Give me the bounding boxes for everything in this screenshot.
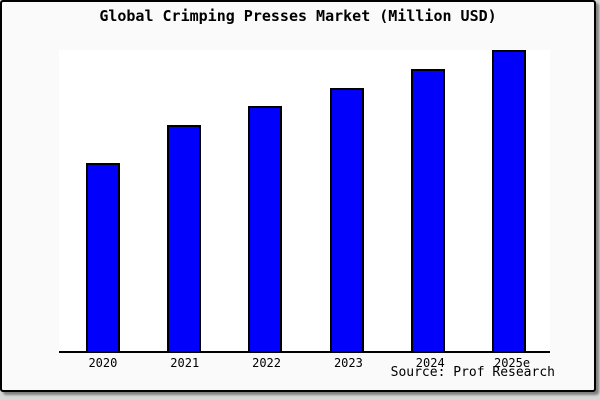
x-tick-label-2022: 2022 — [252, 356, 282, 370]
x-tick-label-2021: 2021 — [170, 356, 200, 370]
x-tick-label-2020: 2020 — [88, 356, 118, 370]
x-tick-label-2025e: 2025e — [493, 356, 531, 370]
x-axis-labels: 2020 2021 2022 2023 2024 2025e — [59, 357, 553, 369]
bar-slot — [387, 50, 468, 351]
x-tick-label-2023: 2023 — [333, 356, 363, 370]
bar-2020 — [85, 162, 120, 351]
bar-2021 — [166, 125, 201, 351]
bars-row — [59, 50, 550, 351]
bar-2022 — [248, 106, 283, 351]
bar-2025e — [492, 50, 527, 351]
bar-slot — [225, 50, 306, 351]
bar-slot — [143, 50, 224, 351]
chart-title: Global Crimping Presses Market (Million … — [99, 7, 497, 25]
bar-2023 — [329, 87, 364, 351]
plot-area — [59, 50, 550, 353]
x-tick-label-2024: 2024 — [415, 356, 445, 370]
bar-slot — [306, 50, 387, 351]
bar-2024 — [410, 68, 445, 351]
source-note: Source: Prof Research — [390, 365, 555, 380]
chart-panel: Global Crimping Presses Market (Million … — [0, 0, 596, 392]
bar-slot — [62, 50, 143, 351]
bar-slot — [469, 50, 550, 351]
